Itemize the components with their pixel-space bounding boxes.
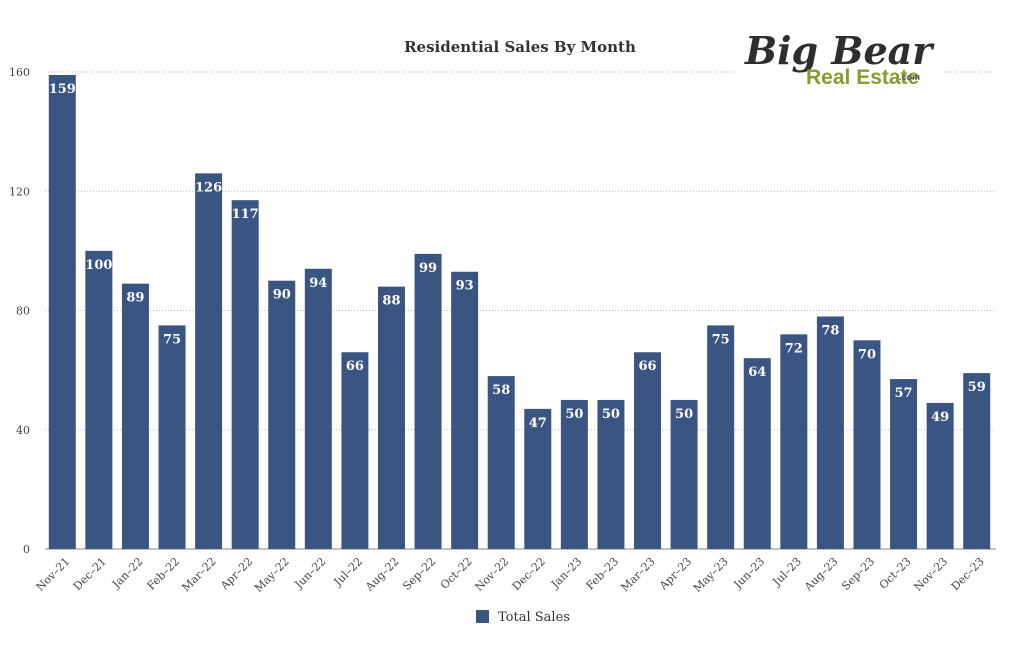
- y-tick-label: 0: [23, 543, 30, 556]
- data-label: 117: [232, 207, 259, 222]
- bar[interactable]: [926, 402, 954, 549]
- data-label: 50: [565, 407, 583, 422]
- data-label: 75: [163, 332, 181, 347]
- x-tick-label: Sep–22: [400, 555, 438, 593]
- bar[interactable]: [158, 325, 186, 549]
- bar[interactable]: [524, 408, 552, 549]
- x-tick-label: Jul–22: [331, 555, 365, 589]
- data-label: 49: [931, 410, 949, 425]
- logo-line1: Big Bear: [744, 28, 935, 73]
- bar[interactable]: [743, 358, 771, 549]
- x-tick-label: Apr–23: [656, 555, 694, 593]
- data-label: 90: [273, 288, 291, 303]
- data-label: 59: [968, 380, 986, 395]
- bar[interactable]: [816, 316, 844, 549]
- x-tick-label: Nov–22: [472, 555, 511, 594]
- y-tick-label: 160: [9, 66, 30, 79]
- data-label: 72: [785, 341, 803, 356]
- y-tick-label: 40: [16, 424, 30, 437]
- bar[interactable]: [268, 280, 296, 549]
- bar[interactable]: [597, 399, 625, 549]
- bar[interactable]: [231, 200, 259, 549]
- data-label: 70: [858, 347, 876, 362]
- bar[interactable]: [48, 74, 76, 549]
- bar[interactable]: [963, 373, 991, 549]
- x-tick-label: Jan–22: [109, 555, 145, 591]
- data-label: 47: [529, 416, 547, 431]
- data-label: 93: [456, 279, 474, 294]
- data-label: 89: [126, 291, 144, 306]
- data-label: 126: [195, 180, 222, 195]
- bar[interactable]: [304, 268, 332, 549]
- bar[interactable]: [377, 286, 405, 549]
- x-tick-label: Jan–23: [548, 555, 584, 591]
- y-axis: 0 40 80 120 160: [9, 66, 30, 556]
- data-label: 66: [638, 359, 656, 374]
- bars: [48, 74, 991, 550]
- x-tick-label: Dec–21: [71, 555, 109, 593]
- x-tick-label: Oct–22: [438, 555, 475, 592]
- bar[interactable]: [634, 352, 662, 549]
- bar[interactable]: [121, 283, 149, 549]
- x-tick-label: May–22: [252, 555, 292, 595]
- bar[interactable]: [670, 399, 698, 549]
- x-tick-label: Apr–22: [217, 555, 255, 593]
- y-tick-label: 80: [16, 305, 30, 318]
- x-tick-label: Dec–23: [949, 555, 987, 593]
- legend-swatch: [476, 610, 489, 623]
- bar[interactable]: [195, 173, 223, 550]
- bar[interactable]: [414, 253, 442, 549]
- x-tick-label: May–23: [691, 555, 731, 595]
- x-tick-label: Sep–23: [839, 555, 877, 593]
- x-tick-label: Jun–22: [292, 555, 329, 592]
- legend-label: Total Sales: [498, 610, 570, 625]
- data-label: 94: [309, 276, 327, 291]
- data-label: 99: [419, 261, 437, 276]
- data-label: 66: [346, 359, 364, 374]
- x-tick-label: Nov–21: [34, 555, 73, 594]
- bar[interactable]: [85, 250, 113, 549]
- logo: Big Bear Real Estate .com: [735, 28, 940, 92]
- data-label: 50: [675, 407, 693, 422]
- data-label: 75: [712, 332, 730, 347]
- data-labels: 159 100 89 75 126 117 90 94 66 88 99 93 58 47 50 50 66 50…: [49, 82, 986, 431]
- data-label: 50: [602, 407, 620, 422]
- bar[interactable]: [341, 352, 369, 549]
- x-tick-label: Dec–22: [510, 555, 548, 593]
- data-label: 100: [85, 258, 112, 273]
- x-tick-label: Mar–22: [179, 555, 218, 594]
- data-label: 78: [821, 323, 839, 338]
- data-label: 88: [382, 294, 400, 309]
- x-tick-label: Mar–23: [618, 555, 657, 594]
- bar[interactable]: [707, 325, 735, 549]
- x-tick-label: Jun–23: [731, 555, 768, 592]
- y-tick-label: 120: [9, 185, 30, 198]
- x-tick-label: Oct–23: [877, 555, 914, 592]
- bar[interactable]: [487, 376, 515, 549]
- x-tick-label: Jul–23: [770, 555, 804, 589]
- bar[interactable]: [780, 334, 808, 549]
- logo-suffix: .com: [899, 72, 920, 82]
- data-label: 57: [895, 386, 913, 401]
- x-tick-label: Aug–23: [801, 555, 840, 594]
- chart-title: Residential Sales By Month: [404, 38, 636, 56]
- legend[interactable]: Total Sales: [476, 610, 570, 625]
- bar[interactable]: [451, 271, 479, 549]
- grid-lines: [45, 71, 996, 550]
- bar[interactable]: [853, 340, 881, 549]
- x-tick-label: Feb–23: [584, 555, 622, 593]
- data-label: 159: [49, 82, 76, 97]
- data-label: 58: [492, 383, 510, 398]
- x-tick-label: Nov–23: [911, 555, 950, 594]
- x-tick-label: Aug–22: [362, 555, 401, 594]
- bar[interactable]: [560, 399, 588, 549]
- data-label: 64: [748, 365, 766, 380]
- logo-line2: Real Estate: [806, 66, 919, 89]
- bar[interactable]: [890, 379, 918, 549]
- x-tick-label: Feb–22: [145, 555, 183, 593]
